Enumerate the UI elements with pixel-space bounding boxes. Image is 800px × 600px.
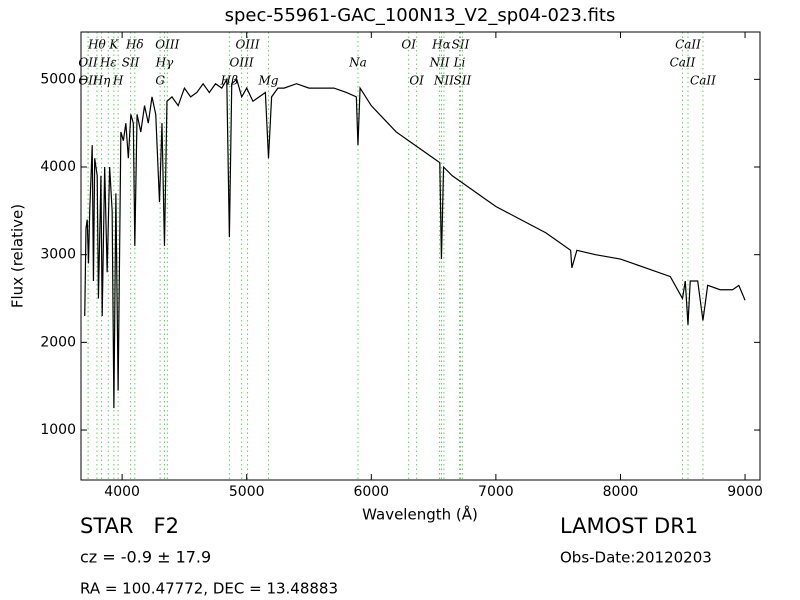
spectral-label: OI bbox=[401, 38, 416, 52]
y-tick-label: 1000 bbox=[40, 422, 76, 438]
x-tick-label: 5000 bbox=[229, 484, 265, 500]
spectral-label: Li bbox=[453, 56, 466, 70]
spectral-label: OIII bbox=[230, 56, 254, 70]
spectral-label: OII bbox=[78, 56, 98, 70]
y-tick-label: 4000 bbox=[40, 159, 76, 175]
spectral-label: SII bbox=[452, 38, 470, 52]
spectral-label: Mg bbox=[258, 74, 279, 88]
spectral-label: Hε bbox=[99, 56, 117, 70]
spectral-label: H bbox=[112, 74, 124, 88]
spectral-label: Hη bbox=[92, 74, 111, 88]
x-tick-label: 7000 bbox=[478, 484, 514, 500]
spectral-label: OII bbox=[78, 74, 98, 88]
chart-title: spec-55961-GAC_100N13_V2_sp04-023.fits bbox=[225, 5, 616, 26]
x-tick-label: 6000 bbox=[353, 484, 389, 500]
spectral-label: SII bbox=[454, 74, 472, 88]
x-tick-label: 4000 bbox=[104, 484, 140, 500]
spectral-label: NII bbox=[429, 56, 450, 70]
y-tick-label: 3000 bbox=[40, 247, 76, 263]
y-tick-label: 2000 bbox=[40, 334, 76, 350]
spectral-label: SII bbox=[122, 56, 140, 70]
spectral-label: Na bbox=[348, 56, 367, 70]
y-axis-label: Flux (relative) bbox=[9, 204, 27, 308]
spectral-label: CaII bbox=[670, 56, 696, 70]
spectral-label: Hγ bbox=[155, 56, 174, 70]
spectral-label: G bbox=[155, 74, 165, 88]
spectral-label: Hδ bbox=[125, 38, 144, 52]
x-tick-label: 9000 bbox=[727, 484, 763, 500]
x-tick-label: 8000 bbox=[603, 484, 639, 500]
footer-cz: cz = -0.9 ± 17.9 bbox=[80, 548, 211, 567]
spectral-label: OI bbox=[409, 74, 424, 88]
spectral-label: Hθ bbox=[87, 38, 106, 52]
spectral-label: OIII bbox=[236, 38, 260, 52]
spectral-label: OIII bbox=[155, 38, 179, 52]
spectral-label: K bbox=[108, 38, 119, 52]
footer-date: Obs-Date:20120203 bbox=[560, 549, 712, 567]
plot-frame bbox=[80, 31, 761, 481]
x-axis-label: Wavelength (Å) bbox=[362, 505, 478, 524]
spectral-label: NII bbox=[433, 74, 454, 88]
spectrum-line bbox=[84, 77, 746, 409]
footer-coords: RA = 100.47772, DEC = 13.48883 bbox=[80, 580, 338, 598]
footer-object: STAR F2 bbox=[80, 514, 179, 538]
y-tick-label: 5000 bbox=[40, 71, 76, 87]
spectral-label: CaII bbox=[690, 74, 716, 88]
spectral-label: CaII bbox=[675, 38, 701, 52]
spectral-label: Hα bbox=[431, 38, 451, 52]
footer-survey: LAMOST DR1 bbox=[560, 514, 698, 538]
